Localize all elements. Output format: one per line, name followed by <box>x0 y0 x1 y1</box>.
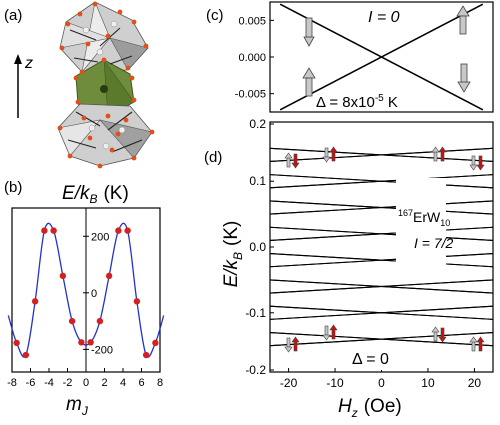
z-axis-label: z <box>24 55 33 72</box>
spin-pair-icon <box>284 152 300 169</box>
data-point <box>87 339 94 346</box>
data-point <box>41 227 48 234</box>
panel-c-y-ticks: 0.005 0.000 -0.005 <box>235 15 274 101</box>
data-point <box>96 317 104 325</box>
spin-pair-icon <box>284 336 300 353</box>
level-line <box>269 279 494 294</box>
x-tick-label: 20 <box>468 376 482 390</box>
y-tick-label: 0.0 <box>249 240 266 254</box>
x-tick-label: -10 <box>326 376 344 390</box>
spin-pair-icon <box>469 155 485 171</box>
z-axis-arrowhead <box>14 54 22 64</box>
y-tick-label: 200 <box>91 231 109 243</box>
data-point <box>142 351 150 359</box>
y-tick-label: -0.1 <box>245 306 266 320</box>
x-tick-label: 0 <box>378 376 385 390</box>
spin-up-arrow-icon <box>456 5 470 17</box>
panel-d-delta-label: Δ = 0 <box>352 351 389 368</box>
x-tick-label: -20 <box>280 376 298 390</box>
panel-b-y-ticks: -200 0 200 <box>83 208 113 372</box>
y-tick-label: 0.005 <box>238 15 266 27</box>
panel-a-label: (a) <box>4 7 22 24</box>
x-tick-label: 8 <box>157 377 163 389</box>
panel-d-label-backdrop <box>396 178 446 278</box>
panel-d-y-ticks: 0.2 0.1 0.0 -0.1 -0.2 <box>245 117 274 377</box>
level-line <box>269 226 494 241</box>
spin-pair-icon <box>431 146 447 162</box>
y-tick-label: -0.005 <box>235 89 266 101</box>
data-point <box>59 272 67 280</box>
panel-b-ylabel: E/kB (K) <box>62 183 129 206</box>
level-line <box>269 147 494 163</box>
panel-d-compound-label: 167ErW10 <box>398 208 450 228</box>
spin-up-arrow-stem <box>459 15 467 35</box>
level-line <box>269 253 494 268</box>
panel-b-x-ticks: -8 -6 -4 -2 0 2 4 6 8 <box>7 368 163 389</box>
x-tick-label: -8 <box>7 377 17 389</box>
x-tick-label: 6 <box>138 377 144 389</box>
x-tick-label: -4 <box>44 377 54 389</box>
y-tick-label: 0.2 <box>249 117 266 131</box>
panel-b-points <box>13 227 159 359</box>
data-point <box>133 298 141 305</box>
panel-c: (c) 0.005 0.000 -0.005 I = 0 Δ = 8x10-5 K <box>206 1 494 113</box>
panel-d-spin-arrows <box>284 146 485 353</box>
x-tick-label: 10 <box>421 376 435 390</box>
level-line <box>269 331 494 347</box>
data-point <box>124 227 131 234</box>
data-point <box>152 339 159 347</box>
panel-c-annotation-delta: Δ = 8x10-5 K <box>316 93 398 111</box>
x-tick-label: 0 <box>83 377 89 389</box>
x-tick-label: 2 <box>101 377 107 389</box>
data-point <box>22 351 30 359</box>
data-point <box>13 339 20 347</box>
panel-c-spin-arrows <box>302 5 471 97</box>
panel-c-annotation-I: I = 0 <box>368 9 400 26</box>
spin-pair-icon <box>322 146 338 163</box>
level-line <box>269 174 494 189</box>
spin-pair-icon <box>431 326 447 343</box>
crossing-line <box>279 3 484 111</box>
crystal-structure <box>57 0 155 169</box>
data-point <box>105 272 113 280</box>
panel-b-label: (b) <box>4 179 22 196</box>
spin-pair-icon <box>469 336 485 352</box>
spin-down-arrow-icon <box>457 81 471 93</box>
panel-d-label: (d) <box>204 149 222 166</box>
x-tick-label: 4 <box>120 377 126 389</box>
y-tick-label: 0.000 <box>238 52 266 64</box>
y-tick-label: -0.2 <box>245 363 266 377</box>
spin-up-arrow-icon <box>302 67 316 79</box>
level-line <box>269 305 494 320</box>
data-point <box>31 298 39 305</box>
panel-d-x-ticks: -20 -10 0 10 20 <box>280 368 481 390</box>
spin-down-arrow-icon <box>303 36 315 47</box>
panel-d: (d) -20 -10 0 10 20 0.2 0.1 0.0 -0.1 -0.2 167ErW… <box>204 117 494 420</box>
data-point <box>115 227 122 234</box>
spin-down-arrow-stem <box>460 63 468 83</box>
y-tick-label: -200 <box>91 344 113 356</box>
y-tick-label: 0.1 <box>249 174 266 188</box>
panel-c-lines <box>279 3 484 111</box>
level-line <box>269 200 494 215</box>
panel-b-xlabel: mJ <box>66 394 89 418</box>
panel-c-label: (c) <box>206 7 224 24</box>
y-tick-label: 0 <box>91 288 97 300</box>
panel-d-ylabel: E/kB(K) <box>221 221 245 288</box>
data-point <box>68 317 76 325</box>
panel-d-delta-backdrop <box>338 348 418 370</box>
x-tick-label: -2 <box>63 377 73 389</box>
spin-up-arrow-stem <box>305 77 313 97</box>
panel-d-level-lines <box>269 147 494 347</box>
panel-d-spin-label: I = 7/2 <box>414 235 454 251</box>
spin-down-arrow-stem <box>305 17 313 38</box>
x-tick-label: -6 <box>26 377 36 389</box>
data-point <box>50 227 57 234</box>
panel-a: (a) z <box>4 0 155 169</box>
panel-d-xlabel: Hz (Oe) <box>338 396 402 420</box>
spin-pair-icon <box>322 324 338 341</box>
data-point <box>78 339 85 346</box>
